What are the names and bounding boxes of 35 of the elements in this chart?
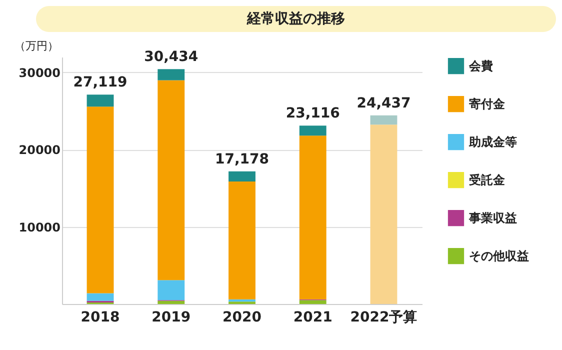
x-tick-label: 2021: [293, 310, 332, 326]
bar: [370, 124, 398, 304]
total-label: 23,116: [286, 106, 340, 122]
y-tick-label: 10000: [18, 220, 60, 234]
bar: [158, 280, 185, 300]
legend-label: 受託金: [468, 173, 506, 187]
bar: [228, 171, 256, 182]
y-tick-label: 30000: [18, 66, 60, 80]
bar: [158, 69, 185, 80]
legend-label: 助成金等: [468, 135, 517, 149]
y-axis-title: （万円）: [14, 40, 58, 52]
total-label: 27,119: [73, 74, 128, 91]
total-label: 17,178: [214, 151, 270, 168]
bar: [299, 136, 326, 300]
bar: [299, 126, 326, 136]
bar: [158, 300, 185, 304]
chart-title: 経常収益の推移: [36, 6, 556, 32]
total-label: 24,437: [356, 95, 411, 112]
total-label: 30,434: [144, 49, 198, 66]
bar: [228, 181, 256, 300]
legend-label: 会費: [468, 59, 493, 73]
x-tick-label: 2020: [222, 310, 262, 326]
bar: [370, 115, 398, 125]
x-tick-label: 2018: [80, 310, 120, 326]
x-tick-label: 2019: [152, 310, 191, 326]
legend-label: 寄付金: [469, 97, 506, 111]
x-tick-label: 2022予算: [350, 310, 418, 326]
bar: [86, 94, 114, 107]
legend-label: 事業収益: [468, 211, 517, 225]
bar: [158, 80, 185, 280]
bar: [86, 106, 114, 294]
y-tick-label: 20000: [18, 143, 60, 158]
bar: [299, 300, 326, 304]
legend-label: その他収益: [469, 249, 529, 263]
bar: [86, 293, 114, 301]
